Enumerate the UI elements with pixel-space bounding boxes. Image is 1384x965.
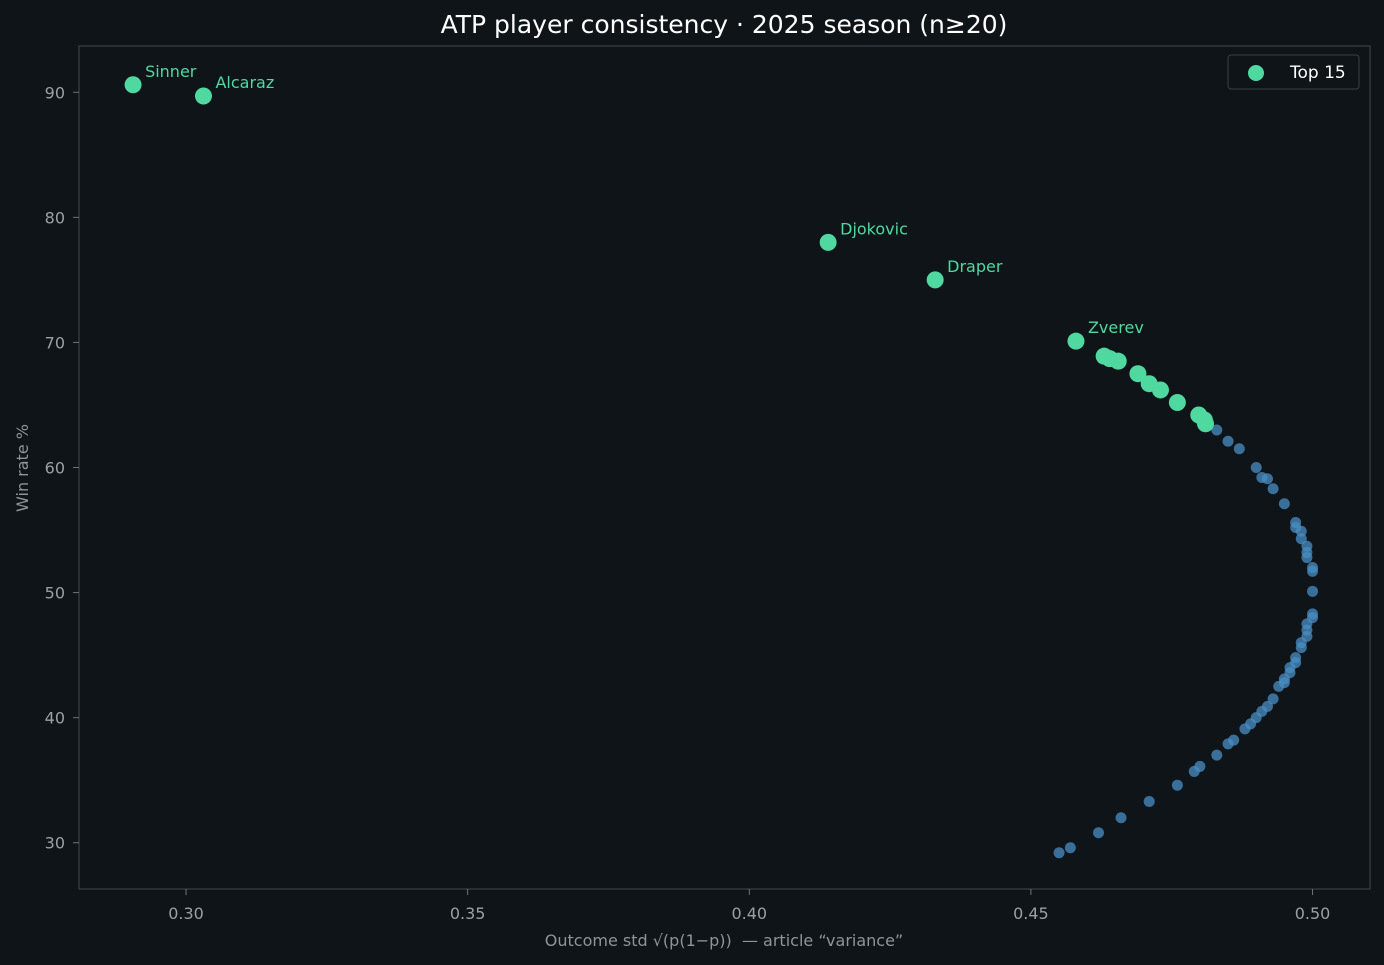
data-point-other — [1261, 473, 1273, 485]
data-point-other — [1222, 435, 1234, 447]
data-point-other — [1239, 723, 1251, 735]
player-label: Djokovic — [840, 219, 908, 238]
player-label: Sinner — [145, 62, 197, 81]
data-point-top15 — [1168, 393, 1186, 411]
player-label: Zverev — [1088, 318, 1144, 337]
y-tick-label: 40 — [45, 709, 65, 728]
x-tick-label: 0.30 — [168, 904, 204, 923]
data-point-other — [1093, 827, 1105, 839]
player-label: Alcaraz — [215, 73, 274, 92]
player-annotations: Sinner Alcaraz Djokovic Draper Zverev — [145, 62, 1144, 337]
data-point-top15 — [819, 233, 837, 251]
data-point-other — [1307, 585, 1319, 597]
x-tick-label: 0.45 — [1013, 904, 1049, 923]
data-point-top15 — [1151, 381, 1169, 399]
data-point-top15 — [1109, 352, 1127, 370]
player-label: Draper — [947, 257, 1003, 276]
x-axis-ticks: 0.30 0.35 0.40 0.45 0.50 — [168, 889, 1330, 923]
data-point-top15 — [1197, 415, 1215, 433]
plot-area — [78, 45, 1371, 890]
legend-marker-top15 — [1248, 65, 1264, 81]
x-tick-label: 0.40 — [731, 904, 767, 923]
data-point-other — [1115, 812, 1127, 824]
legend: Top 15 — [1227, 54, 1360, 90]
y-axis-label: Win rate % — [13, 424, 32, 512]
data-point-other — [1295, 533, 1307, 545]
data-point-top15 — [1067, 332, 1085, 350]
data-point-other — [1211, 424, 1223, 436]
data-point-other — [1053, 847, 1065, 859]
data-point-other — [1267, 693, 1279, 705]
y-axis-ticks: 30 40 50 60 70 80 90 — [45, 83, 79, 853]
data-point-other — [1211, 749, 1223, 761]
data-point-other — [1278, 498, 1290, 510]
data-point-other — [1267, 483, 1279, 495]
data-point-top15 — [1129, 365, 1147, 383]
y-tick-label: 80 — [45, 208, 65, 227]
data-point-other — [1188, 765, 1200, 777]
data-point-top15 — [124, 76, 142, 94]
y-tick-label: 70 — [45, 333, 65, 352]
data-point-other — [1295, 642, 1307, 654]
y-tick-label: 50 — [45, 584, 65, 603]
y-tick-label: 90 — [45, 83, 65, 102]
data-point-other — [1064, 842, 1076, 854]
data-point-top15 — [926, 271, 944, 289]
data-point-other — [1171, 779, 1183, 791]
legend-box — [1227, 54, 1360, 90]
data-point-other — [1250, 462, 1262, 473]
data-point-other — [1273, 680, 1285, 692]
data-point-other — [1301, 552, 1313, 564]
x-axis-label: Outcome std √(p(1−p)) — article “varianc… — [545, 931, 903, 950]
others-series — [1053, 424, 1319, 859]
x-tick-label: 0.50 — [1295, 904, 1331, 923]
y-tick-label: 60 — [45, 459, 65, 478]
data-point-other — [1233, 443, 1245, 455]
data-point-other — [1222, 738, 1234, 750]
legend-label-top15: Top 15 — [1289, 63, 1346, 83]
chart-title: ATP player consistency · 2025 season (n≥… — [441, 10, 1008, 39]
top15-series — [124, 76, 1215, 433]
data-point-other — [1143, 795, 1155, 807]
data-point-other — [1307, 565, 1319, 577]
y-tick-label: 30 — [45, 834, 65, 853]
x-tick-label: 0.35 — [450, 904, 486, 923]
data-point-top15 — [194, 87, 212, 105]
